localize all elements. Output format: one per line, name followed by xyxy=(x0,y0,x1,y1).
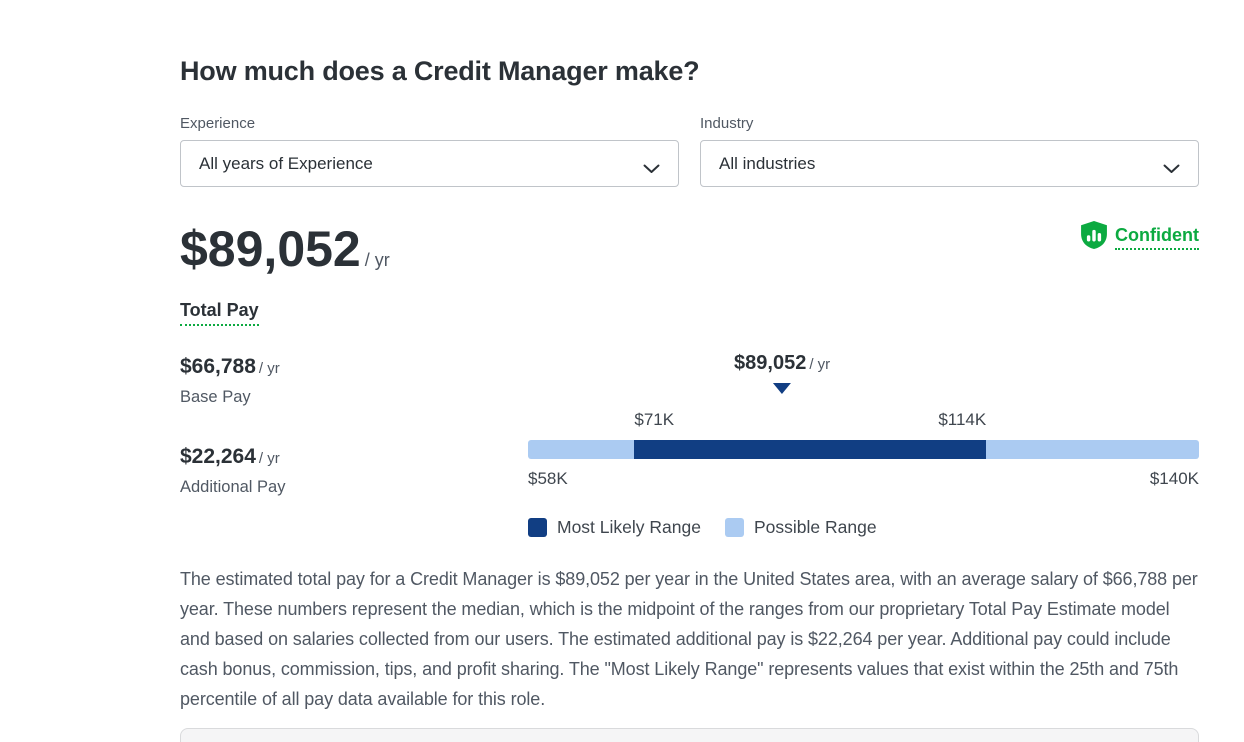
per-year-suffix: / yr xyxy=(258,450,280,467)
pay-breakdown-and-chart: $66,788/ yr Base Pay $22,264/ yr Additio… xyxy=(180,352,1199,538)
legend-label: Most Likely Range xyxy=(557,517,701,537)
base-pay-block: $66,788/ yr Base Pay xyxy=(180,352,528,410)
page-title: How much does a Credit Manager make? xyxy=(180,56,700,86)
industry-filter: Industry All industries xyxy=(700,115,1199,187)
most-likely-swatch xyxy=(528,518,547,537)
chevron-down-icon xyxy=(1163,159,1180,173)
possible-max-label: $140K xyxy=(1149,469,1199,488)
per-year-suffix: / yr xyxy=(258,360,280,377)
most-likely-range-bar xyxy=(634,440,987,459)
additional-pay-block: $22,264/ yr Additional Pay xyxy=(180,442,528,500)
experience-label: Experience xyxy=(180,115,256,132)
total-pay-label[interactable]: Total Pay xyxy=(180,300,259,326)
salary-section: How much does a Credit Manager make? Exp… xyxy=(180,56,1199,742)
median-value: $89,052 xyxy=(734,352,807,374)
industry-select[interactable]: All industries xyxy=(700,140,1199,187)
chart-legend: Most Likely Range Possible Range xyxy=(528,517,1199,538)
legend-label: Possible Range xyxy=(753,517,877,537)
base-pay-amount: $66,788/ yr xyxy=(180,352,528,384)
possible-min-label: $58K xyxy=(528,469,568,488)
most-likely-min-label: $71K xyxy=(634,410,675,429)
legend-item-most-likely: Most Likely Range xyxy=(528,517,701,538)
possible-range-bar xyxy=(528,440,1199,459)
triangle-down-icon xyxy=(773,383,792,394)
experience-filter: Experience All years of Experience xyxy=(180,115,679,187)
additional-pay-value: $22,264 xyxy=(180,445,256,468)
per-year-suffix: / yr xyxy=(809,356,831,373)
total-pay-amount: $89,052/ yr xyxy=(180,219,390,290)
filters-row: Experience All years of Experience Indus… xyxy=(180,115,1199,187)
total-pay-header: $89,052/ yr Total Pay Confident xyxy=(180,219,1199,326)
possible-swatch xyxy=(724,518,744,537)
experience-select[interactable]: All years of Experience xyxy=(180,140,679,187)
median-marker: $89,052/ yr xyxy=(734,352,830,394)
base-pay-label: Base Pay xyxy=(180,388,251,406)
axis-min-max-labels: $58K $140K xyxy=(528,469,1199,489)
salary-description: The estimated total pay for a Credit Man… xyxy=(180,569,1198,709)
legend-item-possible: Possible Range xyxy=(724,517,877,538)
confidence-badge[interactable]: Confident xyxy=(1081,221,1199,254)
median-label: $89,052/ yr xyxy=(734,352,830,375)
most-likely-max-label: $114K xyxy=(938,410,987,429)
range-tick-labels: $71K $114K xyxy=(528,410,1199,432)
industry-label: Industry xyxy=(700,115,754,132)
per-year-suffix: / yr xyxy=(364,250,390,270)
base-pay-value: $66,788 xyxy=(180,355,256,378)
shield-chart-icon xyxy=(1081,221,1107,254)
confidence-label: Confident xyxy=(1115,225,1199,250)
additional-pay-label: Additional Pay xyxy=(180,478,286,496)
pay-breakdown: $66,788/ yr Base Pay $22,264/ yr Additio… xyxy=(180,352,528,538)
industry-selected-value: All industries xyxy=(719,153,816,173)
chevron-down-icon xyxy=(643,159,660,173)
total-pay-block: $89,052/ yr Total Pay xyxy=(180,219,390,326)
additional-pay-amount: $22,264/ yr xyxy=(180,442,528,474)
next-section-card xyxy=(180,728,1199,742)
total-pay-value: $89,052 xyxy=(180,221,361,277)
salary-range-chart: $89,052/ yr $71K $114K $58K $140K Most L… xyxy=(528,352,1199,538)
experience-selected-value: All years of Experience xyxy=(199,153,373,173)
